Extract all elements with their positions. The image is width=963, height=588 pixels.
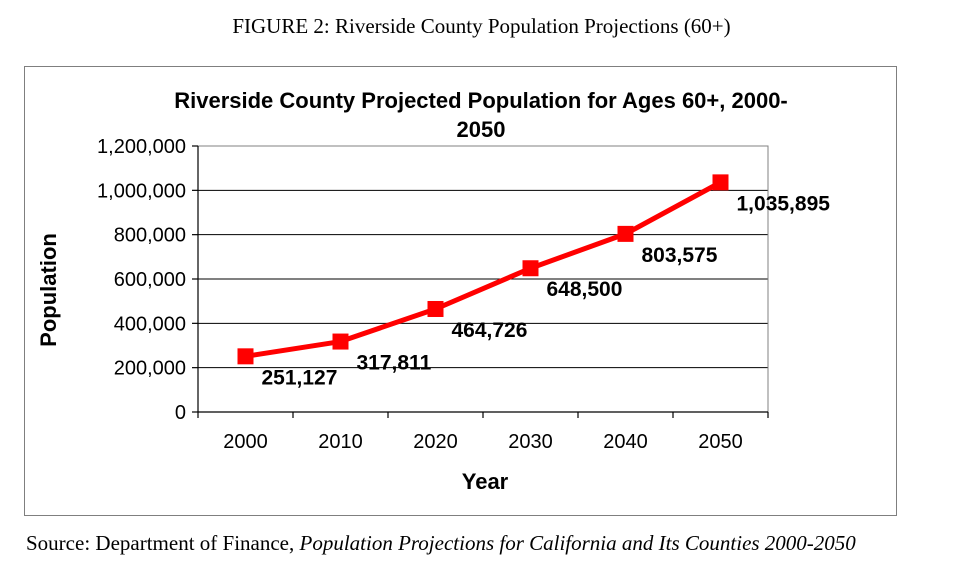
- data-point-marker: [522, 260, 539, 277]
- y-tick-label: 1,200,000: [97, 136, 186, 158]
- x-tick-label: 2040: [603, 431, 648, 453]
- data-label: 251,127: [262, 366, 338, 389]
- population-line-chart: Riverside County Projected Population fo…: [36, 88, 831, 494]
- x-tick-labels: 2000 2010 2020 2030 2040 2050: [223, 431, 743, 453]
- chart-title-line-2: 2050: [457, 117, 506, 142]
- data-point-marker: [427, 300, 444, 317]
- data-point-marker: [332, 333, 349, 350]
- x-tick-label: 2030: [508, 431, 553, 453]
- data-label: 1,035,895: [737, 192, 831, 215]
- y-tick-label: 800,000: [114, 225, 186, 247]
- y-tick-label: 1,000,000: [97, 180, 186, 202]
- y-axis-label: Population: [36, 233, 61, 347]
- series-line: [245, 180, 722, 359]
- chart-frame: [24, 66, 897, 516]
- y-tick-label: 400,000: [114, 313, 186, 335]
- y-tick-label: 0: [175, 402, 186, 424]
- population-series-line: [245, 180, 722, 359]
- source-title: Population Projections for California an…: [299, 531, 856, 555]
- data-labels: 251,127 317,811 464,726 648,500 803,575 1,035…: [262, 192, 831, 389]
- y-tick-labels: 0 200,000 400,000 600,000 800,000 1,000,000 1,…: [97, 136, 186, 424]
- data-point-marker: [617, 225, 634, 242]
- x-tick-label: 2020: [413, 431, 458, 453]
- data-label: 803,575: [642, 244, 718, 267]
- x-axis-label: Year: [462, 469, 509, 494]
- x-tick-label: 2050: [698, 431, 743, 453]
- data-point-marker: [712, 174, 729, 191]
- data-markers: [237, 174, 729, 365]
- y-tick-label: 200,000: [114, 358, 186, 380]
- axes: [192, 145, 769, 418]
- data-label: 464,726: [452, 319, 528, 342]
- chart-title-line-1: Riverside County Projected Population fo…: [174, 88, 788, 113]
- source-note: Source: Department of Finance, Populatio…: [26, 530, 956, 556]
- data-point-marker: [237, 348, 254, 365]
- x-tick-label: 2010: [318, 431, 363, 453]
- x-tick-label: 2000: [223, 431, 268, 453]
- data-label: 648,500: [547, 278, 623, 301]
- figure-title: FIGURE 2: Riverside County Population Pr…: [232, 14, 731, 38]
- y-tick-label: 600,000: [114, 269, 186, 291]
- source-prefix: Source: Department of Finance,: [26, 531, 300, 555]
- data-label: 317,811: [357, 352, 432, 375]
